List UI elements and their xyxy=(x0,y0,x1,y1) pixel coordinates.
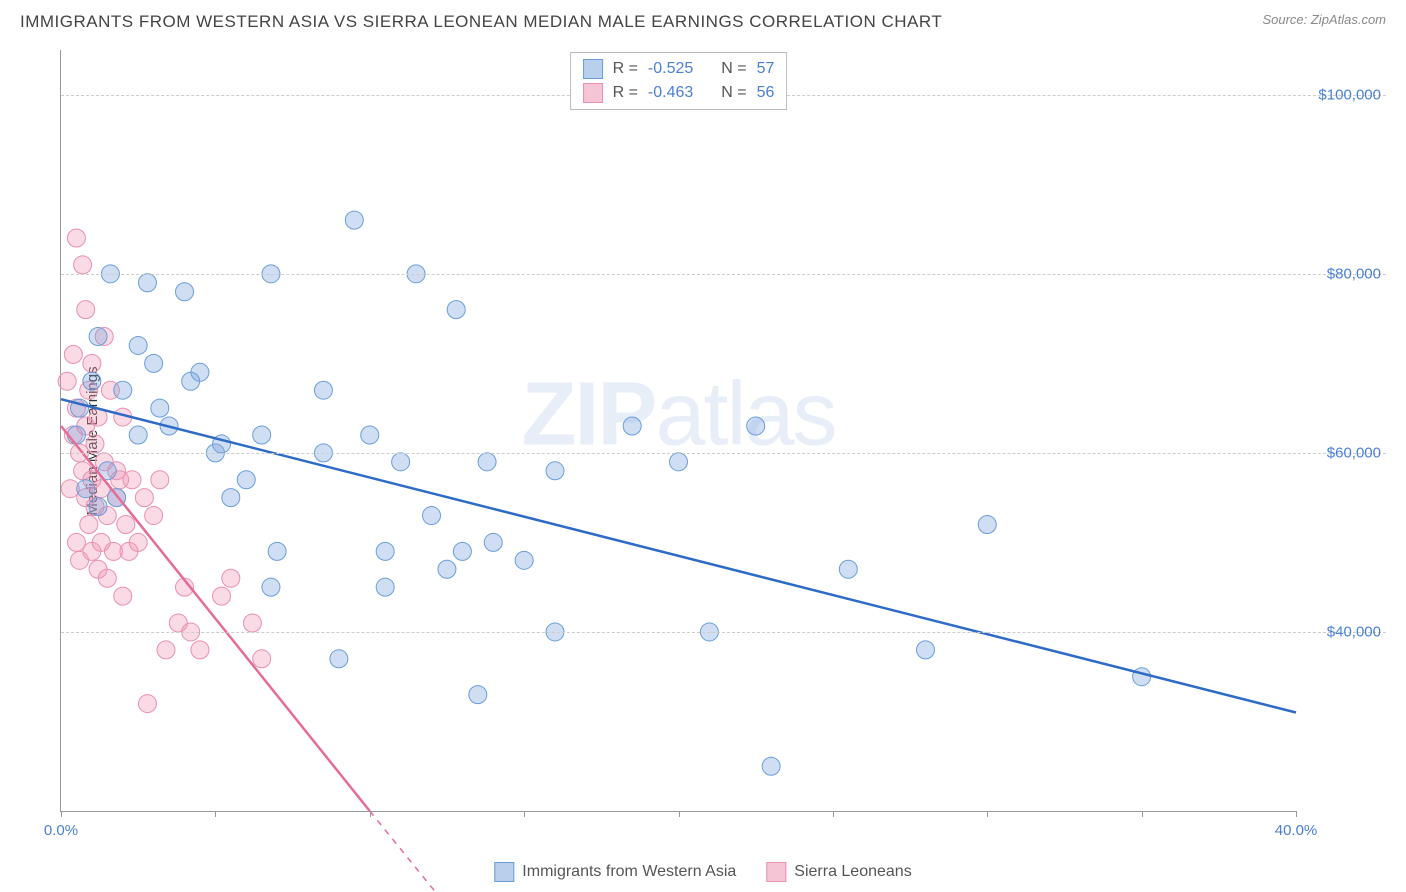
r-value-2: -0.463 xyxy=(648,84,693,102)
y-tick-label: $40,000 xyxy=(1327,623,1381,640)
legend-label-series1: Immigrants from Western Asia xyxy=(522,863,736,881)
legend-item-series1: Immigrants from Western Asia xyxy=(494,862,736,882)
plot-area: ZIPatlas R = -0.525 N = 57 R = -0.463 N … xyxy=(60,50,1296,812)
bottom-legend: Immigrants from Western Asia Sierra Leon… xyxy=(494,862,911,882)
x-tick-label: 40.0% xyxy=(1275,822,1318,839)
legend-label-series2: Sierra Leoneans xyxy=(794,863,911,881)
legend-swatch-series2 xyxy=(766,862,786,882)
n-value-2: 56 xyxy=(757,84,775,102)
swatch-series1 xyxy=(583,59,603,79)
r-value-1: -0.525 xyxy=(648,60,693,78)
y-tick-label: $100,000 xyxy=(1318,86,1381,103)
r-label-2: R = xyxy=(613,84,638,102)
source-attribution: Source: ZipAtlas.com xyxy=(1262,12,1386,27)
n-label-2: N = xyxy=(721,84,746,102)
swatch-series2 xyxy=(583,83,603,103)
n-label-1: N = xyxy=(721,60,746,78)
y-tick-label: $60,000 xyxy=(1327,444,1381,461)
chart-container: Median Male Earnings ZIPatlas R = -0.525… xyxy=(48,50,1386,832)
stats-legend-box: R = -0.525 N = 57 R = -0.463 N = 56 xyxy=(570,52,788,110)
r-label-1: R = xyxy=(613,60,638,78)
n-value-1: 57 xyxy=(757,60,775,78)
y-tick-label: $80,000 xyxy=(1327,265,1381,282)
stats-row-series2: R = -0.463 N = 56 xyxy=(583,81,775,105)
x-tick-label: 0.0% xyxy=(44,822,78,839)
plot-svg xyxy=(61,50,1296,811)
legend-swatch-series1 xyxy=(494,862,514,882)
stats-row-series1: R = -0.525 N = 57 xyxy=(583,57,775,81)
chart-title: IMMIGRANTS FROM WESTERN ASIA VS SIERRA L… xyxy=(20,12,942,32)
legend-item-series2: Sierra Leoneans xyxy=(766,862,911,882)
